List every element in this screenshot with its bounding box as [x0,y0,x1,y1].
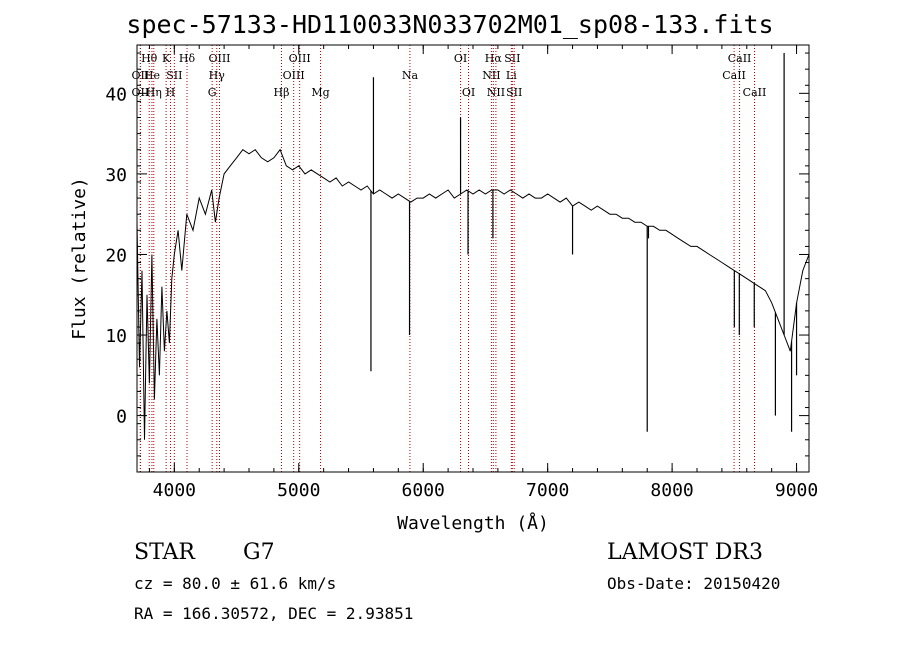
line-marker-label: He [144,69,160,82]
y-tick-label: 0 [116,407,127,428]
x-tick-label: 7000 [526,480,569,501]
line-marker-label: OIII [283,69,305,82]
x-axis-label: Wavelength (Å) [397,512,549,534]
line-marker-label: Mg [311,86,329,99]
line-marker-label: OII [132,86,150,99]
x-tick-label: 9000 [775,480,818,501]
line-marker-label: H [166,86,176,99]
x-tick-label: 8000 [650,480,693,501]
chart-title: spec-57133-HD110033N033702M01_sp08-133.f… [126,10,774,39]
line-marker-label: Hδ [179,52,196,65]
survey-name: LAMOST DR3 [607,540,763,565]
line-marker-label: CaII [728,52,752,65]
line-marker-label: SII [166,69,182,82]
line-marker-label: NII [487,86,505,99]
line-marker-label: OIII [208,52,230,65]
y-tick-label: 40 [105,84,127,105]
plot-frame [136,44,810,473]
spectrum-line [136,148,810,440]
line-marker-label: Hγ [209,69,226,82]
line-marker-label: G [208,86,217,99]
line-marker-label: Li [506,69,517,82]
x-tick-label: 6000 [402,480,445,501]
obs-date: Obs-Date: 20150420 [607,574,781,593]
line-marker-label: Hη [146,86,162,99]
y-tick-label: 30 [105,165,127,186]
coordinates: RA = 166.30572, DEC = 2.93851 [134,604,414,623]
line-marker-label: NII [482,69,500,82]
line-marker-label: CaII [722,69,746,82]
object-subclass: G7 [243,540,275,565]
y-axis-label: Flux (relative) [69,177,90,340]
line-marker-label: OI [462,86,475,99]
line-marker-label: K [162,52,171,65]
redshift-label: cz = 80.0 ± 61.6 km/s [134,574,337,593]
x-tick-label: 5000 [277,480,320,501]
line-marker-label: Na [402,69,419,82]
line-marker-label: Hβ [274,86,290,99]
line-marker-label: Hα [485,52,503,65]
line-marker-label: CaII [743,86,767,99]
line-marker-label: SII [506,86,522,99]
line-marker-label: OIII [289,52,311,65]
line-marker-label: Hθ [141,52,158,65]
line-marker-label: OI [454,52,467,65]
x-tick-label: 4000 [153,480,196,501]
y-tick-label: 20 [105,245,127,266]
object-class: STAR [134,540,195,565]
line-marker-label: SII [504,52,520,65]
y-tick-label: 10 [105,326,127,347]
